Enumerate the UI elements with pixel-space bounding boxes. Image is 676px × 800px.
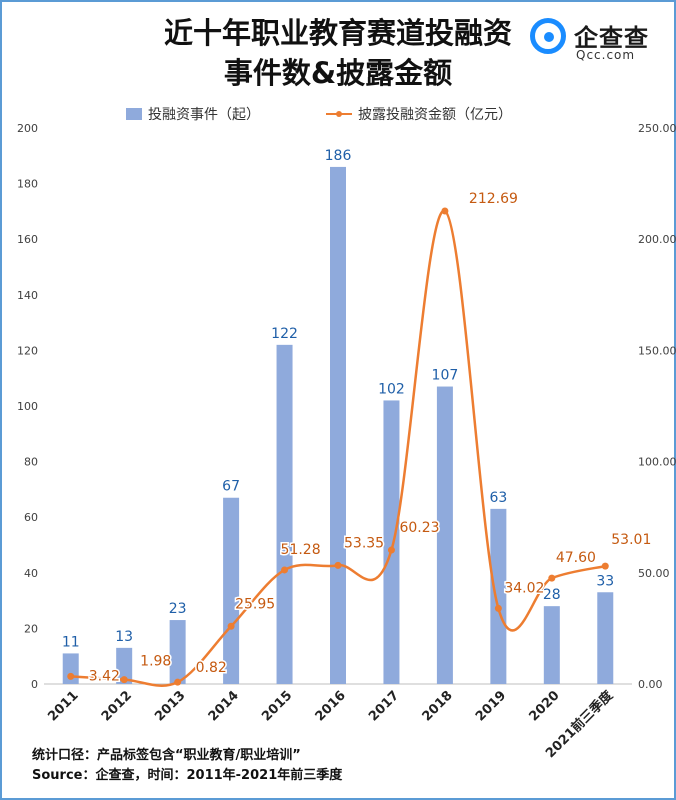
bar-2020 [543,606,560,684]
line-label-2015: 51.28 [281,542,321,558]
y-right-tick-label: 0.00 [638,678,663,691]
x-tick-label-2019: 2019 [473,688,509,724]
qcc-logo-icon [530,18,566,54]
line-label-2018: 212.69 [469,191,518,207]
line-point-2012 [120,676,128,684]
line-point-2013 [174,678,182,686]
legend-item-events: 投融资事件（起） [126,104,260,124]
line-label-2011: 3.42 [89,668,120,684]
line-point-2019 [494,604,502,612]
bar-2017 [383,400,400,684]
line-label-2013: 0.82 [196,660,227,676]
bar-2016 [330,166,346,685]
footnote-source: Source：企查查，时间：2011年-2021年前三季度 [32,768,343,783]
bar-2014 [223,497,240,684]
bar-label-2015: 122 [271,326,298,342]
y-left-tick-label: 180 [17,178,38,191]
legend-item-amount: 披露投融资金额（亿元） [326,104,512,124]
bar-2021前三季度 [597,592,614,684]
x-tick-label-2014: 2014 [206,688,242,724]
y-right-tick-label: 50.00 [638,567,670,580]
y-right-tick-label: 100.00 [638,456,676,469]
x-tick-label-2013: 2013 [152,688,188,724]
line-point-2015 [281,566,289,574]
line-label-2017: 60.23 [399,520,439,536]
chart-title-line2: 事件数&披露金额 [223,56,453,90]
bar-label-2013: 23 [169,601,187,617]
y-left-tick-label: 80 [24,456,38,469]
legend-label-events: 投融资事件（起） [148,107,260,123]
line-label-2012: 1.98 [140,654,171,670]
x-tick-label-2015: 2015 [259,688,295,724]
bar-label-2017: 102 [378,381,405,397]
line-label-2016: 53.35 [344,535,384,551]
qcc-logo-domain: Qcc.com [576,48,636,62]
bar-label-2021前三季度: 33 [596,573,614,589]
qcc-logo-name: 企查查 [574,24,649,52]
y-left-tick-label: 200 [17,122,38,135]
line-point-2020 [548,574,556,582]
x-tick-label-2016: 2016 [313,688,349,724]
line-point-2018 [441,207,449,215]
bar-label-2020: 28 [543,587,561,603]
line-point-2021前三季度 [601,562,609,570]
bar-label-2012: 13 [115,629,133,645]
line-label-2019: 34.02 [504,580,544,596]
x-tick-label-2012: 2012 [99,688,135,724]
x-tick-label-2011: 2011 [45,688,81,724]
bar-2019 [490,508,507,684]
line-label-2014: 25.95 [235,596,275,612]
line-point-2014 [227,622,235,630]
bar-2013 [169,620,186,684]
y-left-tick-label: 140 [17,289,38,302]
bar-label-2019: 63 [489,490,507,506]
bar-2018 [436,386,453,684]
y-right-tick-label: 200.00 [638,233,676,246]
legend-label-amount: 披露投融资金额（亿元） [358,107,512,123]
line-point-2017 [387,546,395,554]
y-left-tick-label: 0 [31,678,38,691]
y-left-tick-label: 160 [17,233,38,246]
bar-label-2016: 186 [325,148,352,164]
chart-title-line1: 近十年职业教育赛道投融资 [163,16,512,50]
footnote-scope: 统计口径：产品标签包含“职业教育/职业培训” [32,748,301,763]
bar-label-2011: 11 [62,634,80,650]
line-point-2016 [334,561,342,569]
x-tick-label-2018: 2018 [420,688,456,724]
x-tick-label-2020: 2020 [526,688,562,724]
bar-label-2018: 107 [432,368,459,384]
x-tick-label-2017: 2017 [366,688,402,724]
amount-line [70,209,606,687]
line-point-2011 [67,672,75,680]
y-left-tick-label: 120 [17,344,38,357]
y-left-tick-label: 40 [24,567,38,580]
chart-legend: 投融资事件（起） 披露投融资金额（亿元） [0,104,676,126]
bar-2012 [116,647,133,684]
bar-2015 [276,344,293,684]
y-right-tick-label: 150.00 [638,344,676,357]
y-left-tick-label: 100 [17,400,38,413]
y-left-tick-label: 60 [24,511,38,524]
qcc-logo: 企查查 Qcc.com [530,18,670,68]
y-left-tick-label: 20 [24,622,38,635]
line-label-2021前三季度: 53.01 [611,532,651,548]
legend-line-swatch [326,108,352,120]
y-right-tick-label: 250.00 [638,122,676,135]
line-label-2020: 47.60 [556,550,596,566]
bar-label-2014: 67 [222,479,240,495]
legend-bar-swatch [126,108,142,120]
